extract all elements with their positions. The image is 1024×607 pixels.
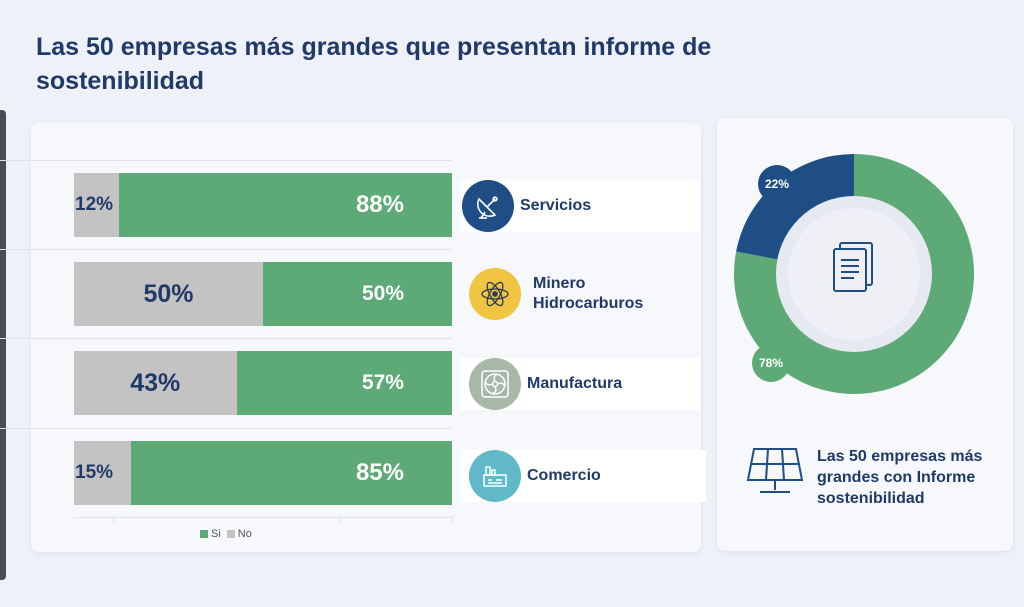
- bar-row-manufactura: 43% 57%: [74, 351, 452, 415]
- chart-legend: Si No: [200, 528, 258, 540]
- category-servicios: Servicios: [462, 180, 591, 232]
- bar-segment-si: 88%: [119, 173, 452, 237]
- bar-label-si: 88%: [355, 191, 404, 218]
- bar-segment-si: 50%: [263, 262, 452, 326]
- satellite-dish-icon: [462, 180, 514, 232]
- donut-chart: [734, 154, 974, 394]
- category-label-line2: Hidrocarburos: [533, 295, 644, 312]
- category-comercio: Comercio: [469, 450, 601, 502]
- fan-icon: [469, 358, 521, 410]
- axis-tick: [113, 515, 114, 523]
- legend-label-si: Si: [211, 528, 221, 540]
- donut-slice-si: [734, 154, 974, 394]
- category-label-line1: Minero: [533, 275, 586, 292]
- legend-item-si: Si: [200, 528, 221, 540]
- bar-segment-no: 50%: [74, 262, 263, 326]
- atom-icon: [469, 268, 521, 320]
- bar-segment-si: 85%: [130, 441, 452, 505]
- donut-badge-no: 22%: [758, 165, 796, 203]
- gridline: [0, 160, 452, 161]
- gridline: [0, 338, 452, 339]
- bar-row-comercio: 15% 85%: [74, 441, 452, 505]
- bar-label-no: 15%: [75, 462, 114, 483]
- axis-tick: [339, 515, 340, 523]
- window-edge: [0, 110, 6, 580]
- bar-label-si: 50%: [361, 282, 404, 305]
- axis-line: [74, 517, 452, 518]
- legend-swatch-si: [200, 530, 208, 538]
- category-manufactura: Manufactura: [469, 358, 622, 410]
- donut-label-no: 22%: [764, 177, 790, 191]
- solar-panel-icon: [744, 446, 806, 503]
- category-label: Comercio: [527, 467, 601, 484]
- factory-icon: [469, 450, 521, 502]
- gridline: [0, 428, 452, 429]
- donut-badge-si: 78%: [752, 344, 790, 382]
- bar-label-no: 43%: [130, 368, 181, 397]
- bar-label-si: 57%: [361, 371, 404, 394]
- page-title: Las 50 empresas más grandes que presenta…: [36, 33, 712, 95]
- donut-slice-no: [736, 154, 854, 261]
- category-minero: Minero Hidrocarburos: [469, 268, 643, 320]
- axis-tick: [452, 515, 453, 523]
- category-label: Manufactura: [527, 375, 623, 392]
- bar-label-no: 50%: [143, 279, 194, 308]
- bar-label-no: 12%: [75, 194, 114, 215]
- bar-segment-no: 43%: [74, 351, 237, 415]
- bar-row-servicios: 12% 88%: [74, 173, 452, 237]
- bar-segment-si: 57%: [236, 351, 452, 415]
- bar-row-minero: 50% 50%: [74, 262, 452, 326]
- gridline: [0, 249, 452, 250]
- document-icon: [830, 240, 878, 301]
- category-label: Servicios: [520, 197, 592, 214]
- bar-segment-no: 12%: [74, 173, 120, 237]
- donut-caption: Las 50 empresas más grandes con Informe …: [817, 448, 983, 507]
- bar-segment-no: 15%: [74, 441, 131, 505]
- donut-label-si: 78%: [758, 356, 784, 370]
- legend-swatch-no: [226, 530, 235, 538]
- bar-label-si: 85%: [355, 459, 404, 486]
- legend-label-no: No: [237, 528, 252, 540]
- legend-item-no: No: [226, 528, 252, 540]
